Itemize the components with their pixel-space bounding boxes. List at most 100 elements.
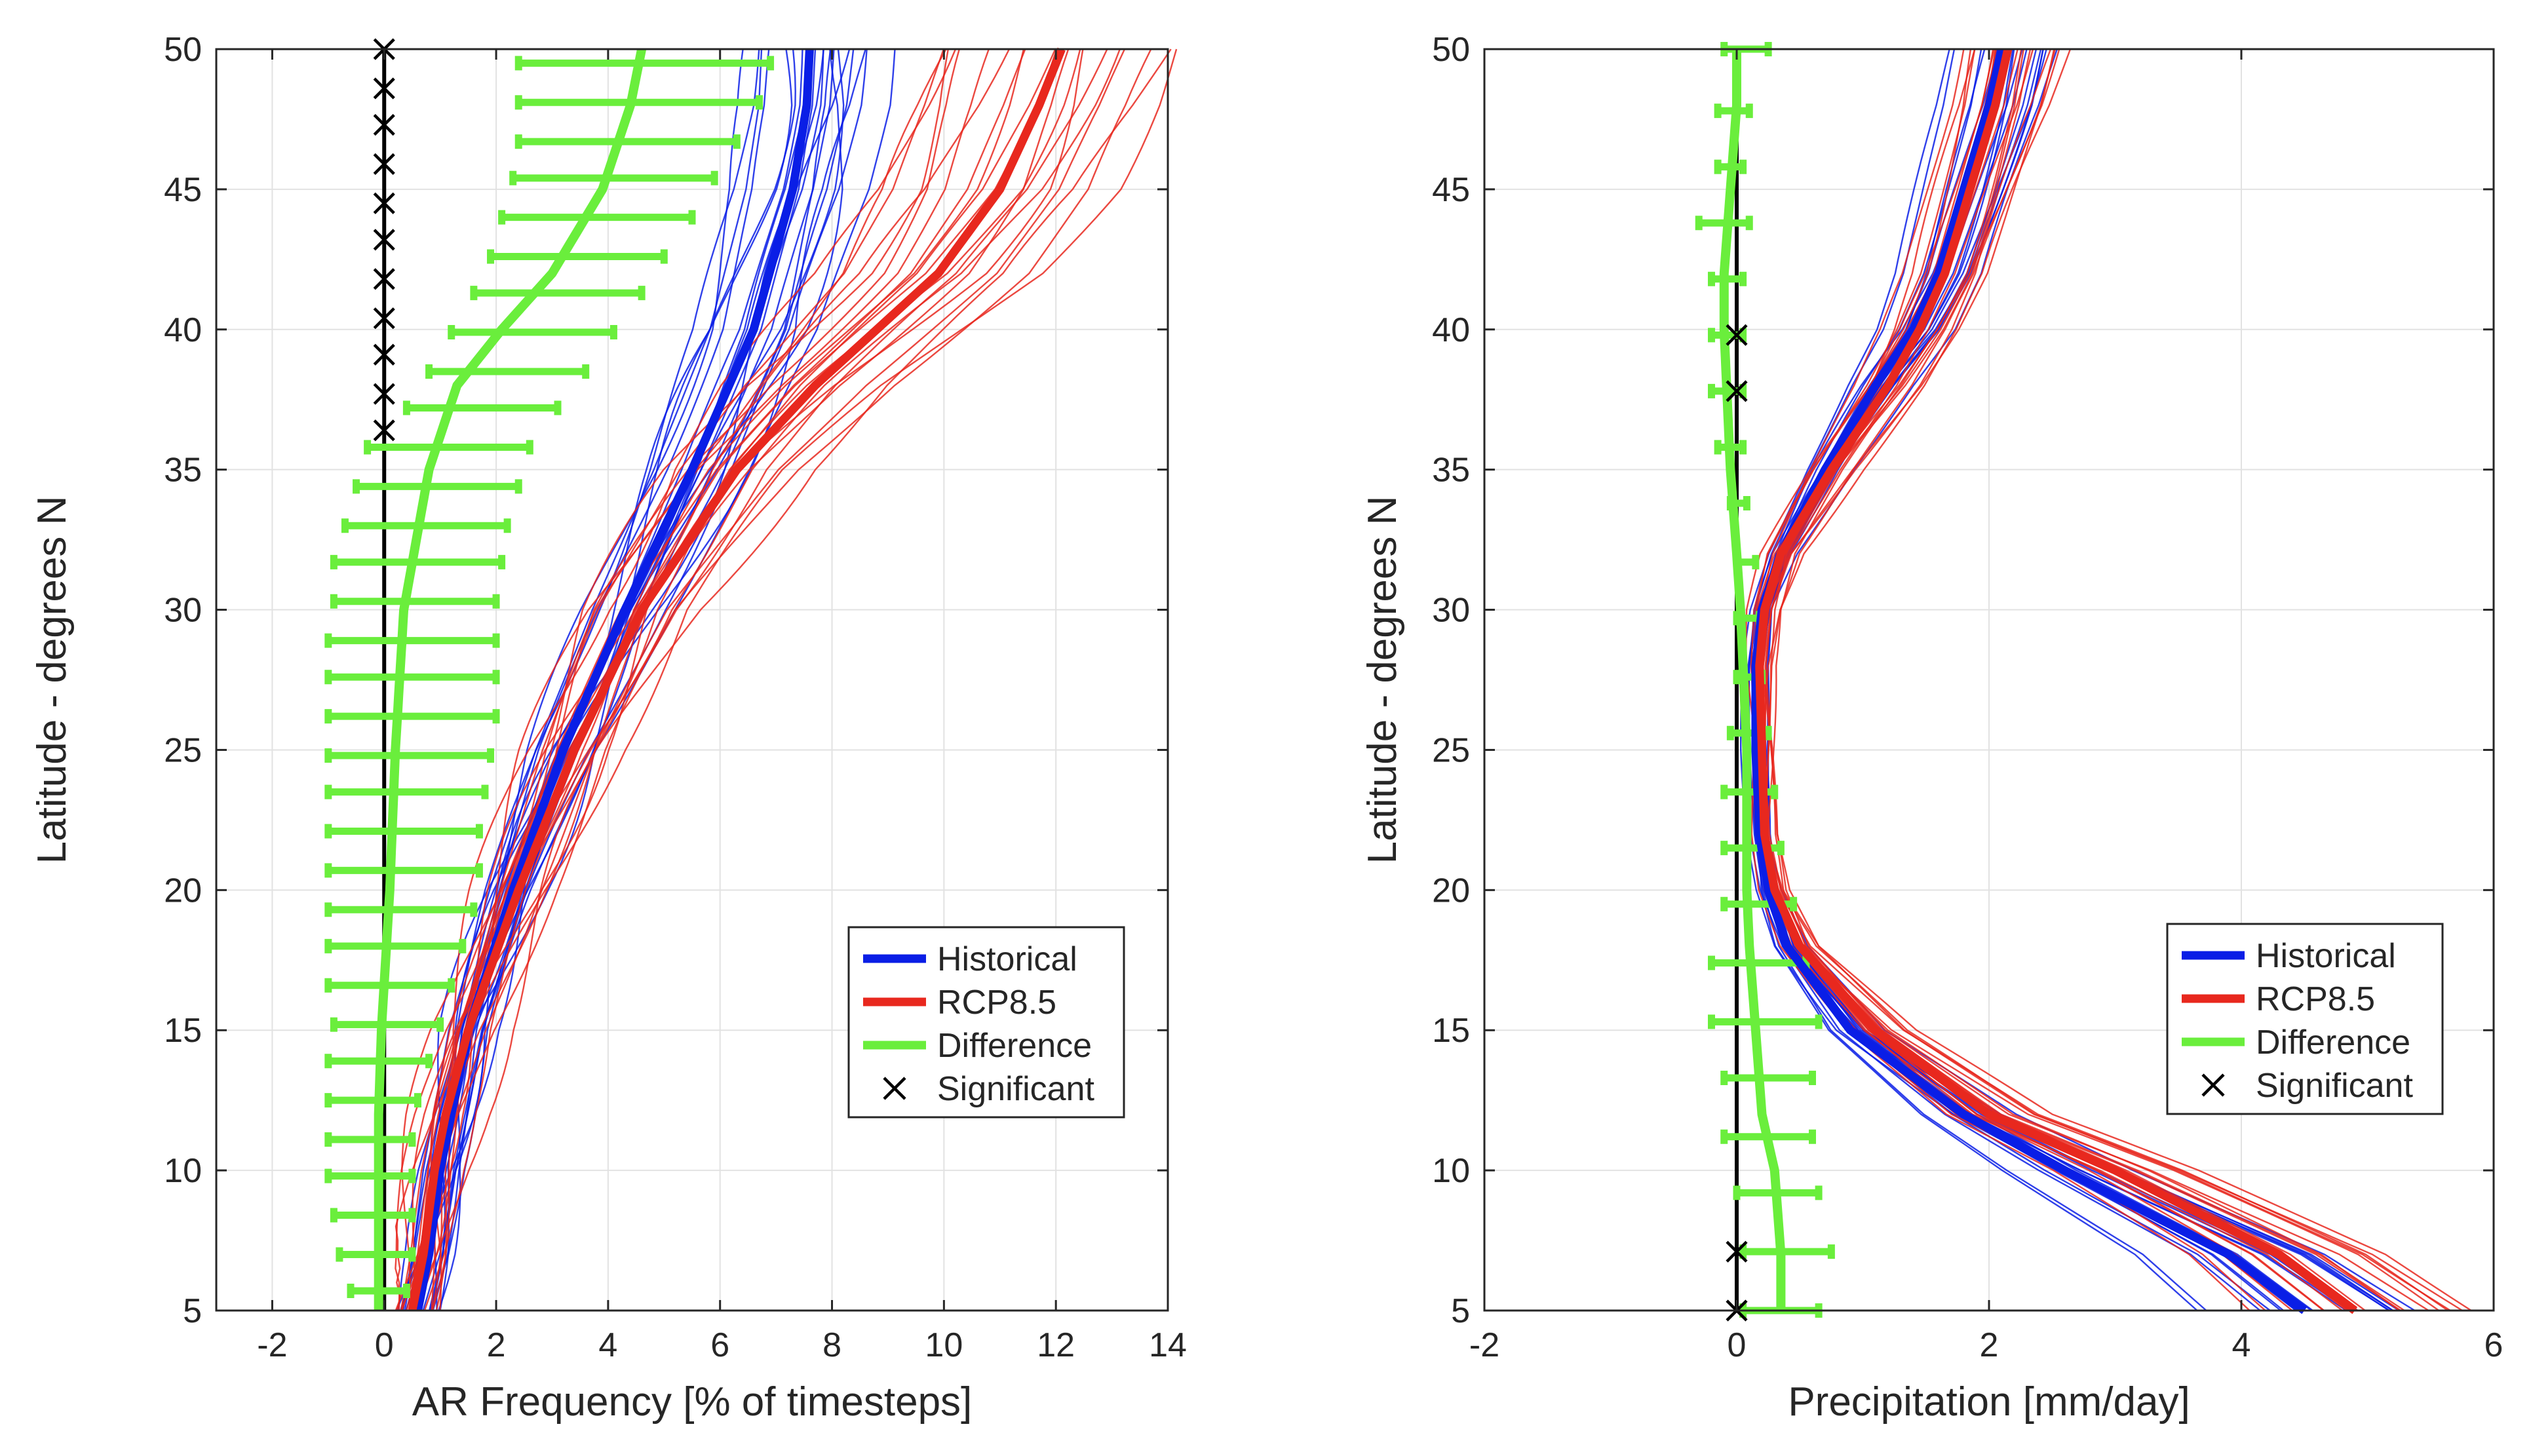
legend-entry: Difference (863, 1027, 1092, 1065)
error-bar (1708, 1014, 1823, 1029)
y-tick-label: 30 (1432, 592, 1470, 630)
error-bar (324, 670, 500, 685)
error-bar (324, 938, 467, 953)
legend-label: RCP8.5 (2256, 980, 2375, 1018)
ensemble-member-line (423, 48, 1108, 1311)
legend-entry: Historical (863, 940, 1077, 978)
error-bar (324, 784, 489, 799)
y-tick-label: 50 (1432, 31, 1470, 69)
error-bar (324, 633, 500, 648)
y-tick-label: 10 (1432, 1152, 1470, 1190)
error-bar (514, 56, 775, 71)
x-tick-label: 6 (2484, 1326, 2503, 1364)
error-bar (448, 325, 617, 340)
ensemble-member-line (398, 48, 744, 1311)
y-axis-label: Latitude - degrees N (1360, 496, 1405, 864)
error-bar (330, 1208, 416, 1223)
x-tick-label: -2 (257, 1326, 287, 1364)
legend-label: Significant (2256, 1067, 2413, 1105)
y-tick-label: 10 (164, 1152, 202, 1190)
x-tick-label: 6 (710, 1326, 729, 1364)
error-bar (470, 286, 646, 301)
ticks: -2 0 2 4 6 8 10 12 14 5 10 15 20 25 30 35 40 45 50 (164, 31, 1187, 1364)
error-bar (364, 440, 533, 455)
ensemble-member-line (402, 48, 770, 1311)
significant-marker (373, 192, 395, 214)
ensemble-member-line (417, 48, 1126, 1311)
legend-label: Historical (937, 940, 1077, 978)
ar-frequency-chart: -2 0 2 4 6 8 10 12 14 5 10 15 20 25 30 35 40 45 50 AR Frequ… (29, 31, 1187, 1425)
x-tick-label: 2 (1980, 1326, 1999, 1364)
error-bar (353, 479, 522, 494)
historical-mean-line (414, 48, 814, 1312)
significant-marker (373, 77, 395, 100)
y-tick-label: 20 (1432, 872, 1470, 910)
rcp85-mean-line (408, 47, 1066, 1312)
y-tick-label: 35 (164, 451, 202, 489)
y-tick-label: 20 (164, 872, 202, 910)
legend-entry: Historical (2182, 937, 2396, 975)
legend-label: Significant (937, 1070, 1094, 1108)
ensemble-member-line (395, 48, 947, 1311)
error-bar (509, 170, 718, 185)
error-bar (324, 1132, 416, 1147)
legend-label: Difference (2256, 1024, 2410, 1062)
error-bar (324, 748, 495, 763)
significant-marker (373, 383, 395, 405)
x-tick-label: 12 (1037, 1326, 1075, 1364)
significant-marker (373, 307, 395, 330)
ensemble-member-line (413, 48, 1172, 1311)
error-bar (487, 249, 668, 264)
y-tick-label: 45 (164, 171, 202, 209)
x-tick-label: 2 (487, 1326, 506, 1364)
axes-frame (215, 48, 1169, 1312)
significant-marker (373, 153, 395, 175)
error-bar (324, 709, 500, 724)
x-axis-label: AR Frequency [% of timesteps] (412, 1379, 973, 1425)
error-bar (1720, 841, 1785, 856)
significant-marker (373, 229, 395, 251)
significant-marker (1726, 324, 1748, 346)
ensemble-member-line (420, 48, 1152, 1311)
error-bar (324, 902, 478, 917)
error-bar (1720, 1070, 1816, 1085)
error-bar (330, 594, 500, 609)
error-bar (324, 1168, 416, 1183)
legend-entry: Significant (2201, 1067, 2413, 1105)
x-tick-label: 4 (598, 1326, 617, 1364)
error-bar (498, 210, 696, 225)
error-bar (514, 134, 741, 149)
x-tick-label: 8 (822, 1326, 841, 1364)
y-tick-label: 30 (164, 592, 202, 630)
legend-label: Difference (937, 1027, 1092, 1065)
error-bar (341, 518, 511, 533)
legend-entry: Significant (883, 1070, 1094, 1108)
legend-entry: RCP8.5 (2182, 980, 2375, 1018)
ensemble-member-line (412, 48, 960, 1311)
error-bar (324, 1093, 421, 1108)
significant-marker (1726, 1240, 1748, 1263)
x-tick-label: 0 (1728, 1326, 1747, 1364)
legend: Historical RCP8.5 Difference Significant (847, 926, 1125, 1119)
significant-marker (373, 268, 395, 290)
y-tick-label: 50 (164, 31, 202, 69)
ensemble-member-line (1763, 48, 2472, 1312)
difference-error-bars (324, 56, 775, 1299)
error-bar (425, 364, 590, 379)
error-bar (402, 400, 562, 415)
difference-mean-line (374, 48, 646, 1311)
error-bar (330, 1017, 444, 1032)
y-tick-label: 15 (1432, 1012, 1470, 1050)
y-tick-label: 25 (164, 731, 202, 769)
ensemble-member-line (408, 48, 944, 1311)
y-axis-label: Latitude - degrees N (29, 496, 75, 864)
legend-label: RCP8.5 (937, 984, 1056, 1022)
y-tick-label: 40 (164, 311, 202, 349)
difference-mean-line (1719, 49, 1786, 1311)
error-bar (324, 863, 483, 878)
y-tick-label: 25 (1432, 731, 1470, 769)
precipitation-chart: -2 0 2 4 6 5 10 15 20 25 30 35 40 45 50 Precipitation [… (1360, 31, 2503, 1425)
y-tick-label: 5 (1451, 1292, 1470, 1330)
significant-marker (373, 343, 395, 366)
